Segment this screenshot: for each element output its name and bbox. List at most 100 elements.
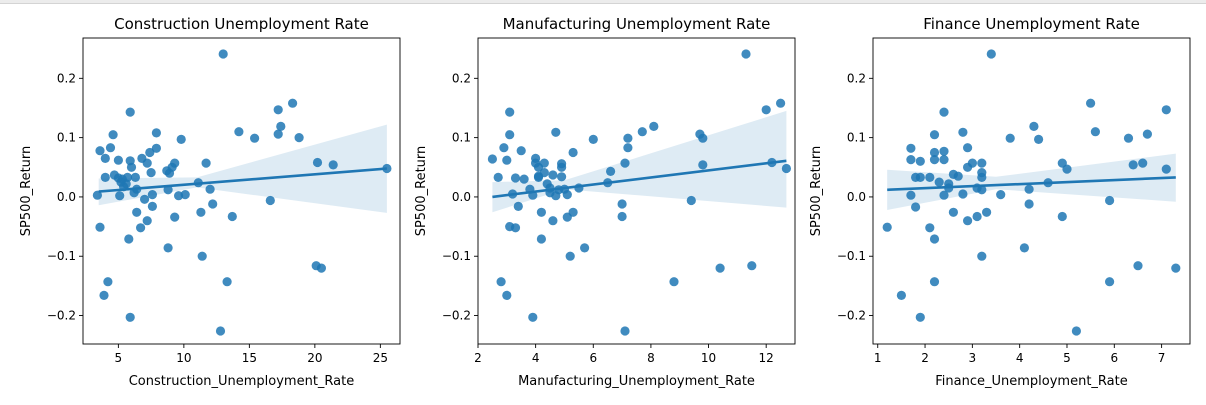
data-point <box>505 107 515 117</box>
data-point <box>948 207 959 217</box>
subplot-title: Manufacturing Unemployment Rate <box>503 15 771 33</box>
data-point <box>487 154 497 164</box>
data-point <box>557 162 567 172</box>
data-point <box>140 194 150 204</box>
y-tick-label: 0.2 <box>452 71 471 85</box>
data-point <box>953 171 963 181</box>
subplot-1: 5 10 15 20 25 −0.2 −0.1 0.0 0.1 0.2 Construction U… <box>19 15 401 389</box>
data-point <box>496 277 506 287</box>
data-point <box>100 172 110 182</box>
data-point <box>163 243 173 253</box>
data-point <box>939 146 949 156</box>
data-point <box>915 312 925 322</box>
data-point <box>99 290 109 300</box>
x-tick-label: 10 <box>701 351 716 365</box>
data-point <box>686 195 696 206</box>
data-point <box>623 133 633 143</box>
data-point <box>208 199 218 209</box>
data-point <box>1034 134 1044 144</box>
y-tick-label: 0.1 <box>57 131 76 145</box>
axes-frame <box>872 37 1191 345</box>
data-point <box>142 216 152 226</box>
data-point <box>649 121 659 131</box>
data-point <box>147 190 157 200</box>
data-point <box>929 155 940 165</box>
data-point <box>136 223 146 233</box>
data-point <box>92 190 102 200</box>
data-point <box>698 133 708 143</box>
data-point <box>620 158 630 168</box>
y-tick-label: −0.2 <box>442 309 471 323</box>
data-point <box>958 127 968 137</box>
data-point <box>623 143 633 153</box>
data-point <box>196 207 206 217</box>
y-tick-label: 0.2 <box>847 71 866 85</box>
data-point <box>896 290 907 300</box>
data-point <box>906 143 916 153</box>
data-point <box>170 158 180 168</box>
data-point <box>197 251 207 261</box>
data-point <box>499 143 509 153</box>
subplot-title: Finance Unemployment Rate <box>923 15 1140 33</box>
data-point <box>125 107 135 117</box>
window-top-bar <box>0 0 1206 4</box>
data-point <box>548 216 558 226</box>
data-point <box>551 127 561 137</box>
data-point <box>977 172 987 182</box>
data-point <box>100 153 110 163</box>
data-point <box>505 130 515 140</box>
data-point <box>294 133 304 143</box>
data-point <box>205 184 215 194</box>
subplot-2: 2 4 6 8 10 12 −0.2 −0.1 0.0 0.1 0.2 Manufacturing U… <box>414 15 796 389</box>
y-axis-label: SP500_Return <box>809 146 824 237</box>
data-point <box>502 290 512 300</box>
x-tick-label: 7 <box>1158 351 1166 365</box>
data-point <box>906 190 916 200</box>
data-point <box>882 222 892 232</box>
data-point <box>151 128 161 138</box>
data-point <box>147 201 157 211</box>
data-point <box>180 190 190 200</box>
data-point <box>124 234 134 244</box>
data-point <box>620 326 630 336</box>
data-point <box>1090 127 1100 137</box>
x-tick-label: 2 <box>921 351 929 365</box>
data-point <box>557 172 567 182</box>
data-point <box>510 173 521 183</box>
data-point <box>929 147 940 158</box>
data-point <box>977 251 987 261</box>
data-point <box>250 133 260 143</box>
x-tick-label: 5 <box>1063 351 1071 365</box>
data-point <box>1161 164 1171 174</box>
data-point <box>606 166 616 176</box>
data-point <box>273 129 283 139</box>
x-tick-label: 20 <box>307 351 322 365</box>
data-point <box>1133 261 1143 271</box>
y-tick-label: 0.2 <box>57 71 76 85</box>
data-point <box>215 326 226 336</box>
regression-line <box>98 167 388 193</box>
data-point <box>934 177 944 187</box>
data-point <box>1057 211 1067 222</box>
data-point <box>1024 199 1034 209</box>
data-point <box>568 147 578 158</box>
data-point <box>669 277 679 287</box>
data-point <box>1071 326 1081 336</box>
data-point <box>939 190 949 200</box>
data-point <box>977 158 987 168</box>
data-point <box>536 207 547 217</box>
data-point <box>1128 160 1138 170</box>
data-point <box>122 172 133 182</box>
data-point <box>513 201 523 211</box>
data-point <box>516 146 526 156</box>
x-tick-label: 6 <box>1110 351 1118 365</box>
x-tick-label: 10 <box>176 351 191 365</box>
data-point <box>108 130 118 140</box>
data-point <box>929 130 940 140</box>
data-point <box>222 277 232 287</box>
data-point <box>1138 158 1148 168</box>
data-point <box>510 223 521 233</box>
subplot-3: 1 2 3 4 5 6 7 −0.2 −0.1 0.0 0.1 0.2 Finance Unemploy… <box>809 15 1191 389</box>
y-tick-label: 0.0 <box>847 190 866 204</box>
